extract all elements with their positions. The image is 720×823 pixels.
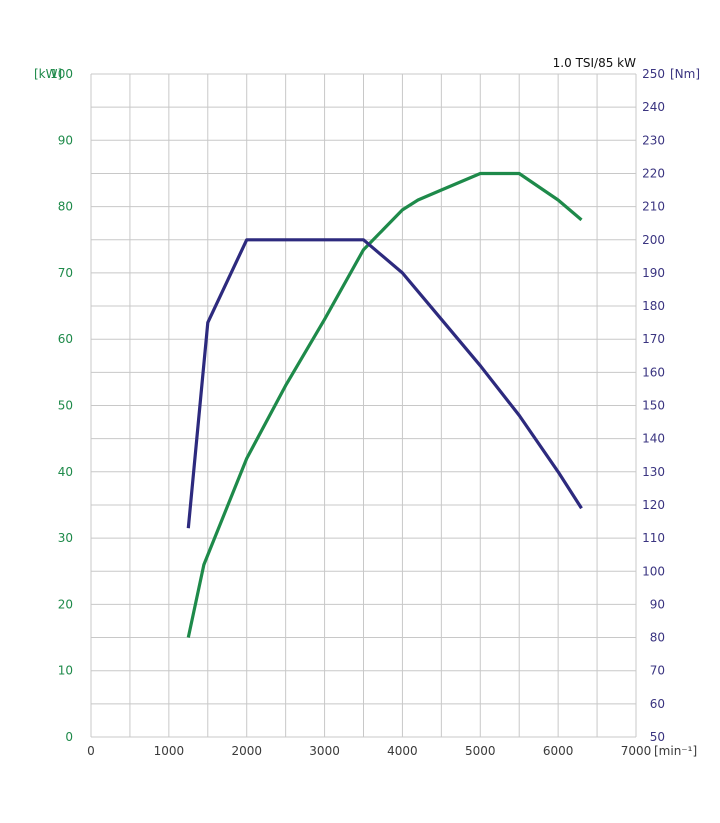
y-right-tick-label: 50 [650, 730, 665, 744]
power-curve-line [186, 171, 583, 638]
y-right-tick-label: 160 [642, 365, 665, 379]
y-right-tick-label: 180 [642, 299, 665, 313]
series-layer [186, 171, 583, 638]
x-tick-label: 3000 [309, 744, 340, 758]
torque-curve-line [186, 238, 583, 529]
y-left-unit-label: [kW] [34, 67, 62, 81]
y-right-tick-label: 80 [650, 631, 665, 645]
y-right-tick-label: 90 [650, 597, 665, 611]
y-left-tick-label: 10 [58, 664, 73, 678]
y-right-tick-label: 130 [642, 465, 665, 479]
x-tick-label: 4000 [387, 744, 418, 758]
y-right-tick-label: 100 [642, 564, 665, 578]
chart-title: 1.0 TSI/85 kW [553, 56, 636, 70]
y-right-tick-label: 200 [642, 233, 665, 247]
x-tick-label: 2000 [231, 744, 262, 758]
y-right-tick-label: 240 [642, 100, 665, 114]
y-left-tick-label: 60 [58, 332, 73, 346]
x-tick-label: 7000 [621, 744, 652, 758]
y-right-tick-label: 170 [642, 332, 665, 346]
axes-labels: 0102030405060708090100[kW]50607080901001… [34, 67, 700, 758]
y-right-tick-label: 120 [642, 498, 665, 512]
y-right-tick-label: 70 [650, 664, 665, 678]
y-right-tick-label: 190 [642, 266, 665, 280]
y-left-tick-label: 0 [65, 730, 73, 744]
y-right-tick-label: 230 [642, 133, 665, 147]
y-right-tick-label: 220 [642, 166, 665, 180]
y-left-tick-label: 100 [50, 67, 73, 81]
y-left-tick-label: 20 [58, 597, 73, 611]
x-tick-label: 5000 [465, 744, 496, 758]
y-left-tick-label: 50 [58, 399, 73, 413]
y-right-tick-label: 210 [642, 200, 665, 214]
y-right-tick-label: 250 [642, 67, 665, 81]
y-right-tick-label: 110 [642, 531, 665, 545]
y-right-unit-label: [Nm] [670, 67, 700, 81]
y-left-tick-label: 70 [58, 266, 73, 280]
grid [90, 73, 637, 738]
y-left-tick-label: 30 [58, 531, 73, 545]
y-left-tick-label: 80 [58, 200, 73, 214]
x-unit-label: [min⁻¹] [654, 744, 697, 758]
y-right-tick-label: 140 [642, 432, 665, 446]
x-tick-label: 0 [87, 744, 95, 758]
x-tick-label: 1000 [154, 744, 185, 758]
y-right-tick-label: 60 [650, 697, 665, 711]
x-tick-label: 6000 [543, 744, 574, 758]
y-right-tick-label: 150 [642, 399, 665, 413]
y-left-tick-label: 40 [58, 465, 73, 479]
y-left-tick-label: 90 [58, 133, 73, 147]
